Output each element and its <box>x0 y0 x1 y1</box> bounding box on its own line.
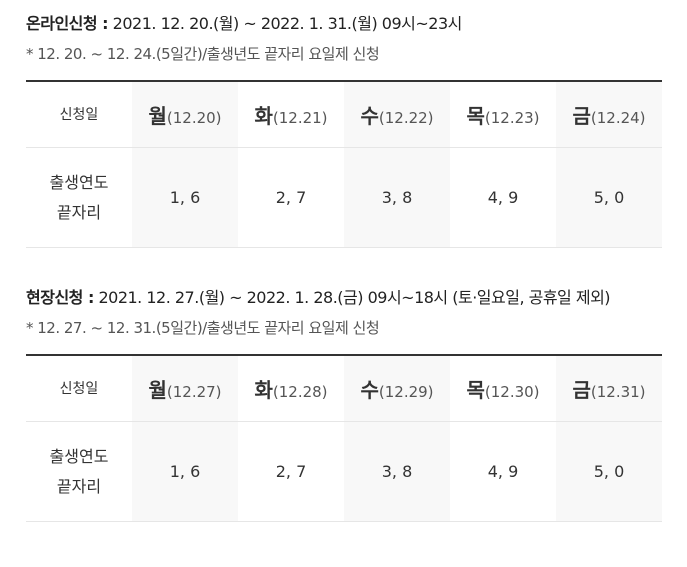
day-name: 수 <box>360 104 379 128</box>
header-row: 신청일 월(12.20) 화(12.21) 수(12.22) 목(12.23) 금(12.… <box>26 81 662 148</box>
value-cell: 4, 9 <box>450 421 556 522</box>
value-cell: 1, 6 <box>132 421 238 522</box>
section-heading: 온라인신청 : 2021. 12. 20.(월) ~ 2022. 1. 31.(… <box>26 8 666 40</box>
day-cell: 금(12.31) <box>556 355 662 422</box>
day-cell: 화(12.21) <box>238 81 344 148</box>
day-name: 수 <box>360 378 379 402</box>
day-name: 화 <box>254 104 273 128</box>
table-body: 신청일 월(12.27) 화(12.28) 수(12.29) 목(12.30) 금(12.… <box>26 355 662 522</box>
day-date: (12.24) <box>590 109 646 127</box>
value-cell: 5, 0 <box>556 421 662 522</box>
day-cell: 수(12.29) <box>344 355 450 422</box>
header-label: 신청일 <box>26 81 132 148</box>
day-date: (12.23) <box>484 109 540 127</box>
header-row: 신청일 월(12.27) 화(12.28) 수(12.29) 목(12.30) 금(12.… <box>26 355 662 422</box>
day-date: (12.30) <box>484 383 540 401</box>
section-heading: 현장신청 : 2021. 12. 27.(월) ~ 2022. 1. 28.(금… <box>26 282 666 314</box>
section: 현장신청 : 2021. 12. 27.(월) ~ 2022. 1. 28.(금… <box>26 282 666 522</box>
section: 온라인신청 : 2021. 12. 20.(월) ~ 2022. 1. 31.(… <box>26 8 666 248</box>
value-cell: 4, 9 <box>450 147 556 248</box>
section-period: 2021. 12. 20.(월) ~ 2022. 1. 31.(월) 09시~2… <box>112 14 463 33</box>
day-date: (12.27) <box>166 383 222 401</box>
table-body: 신청일 월(12.20) 화(12.21) 수(12.22) 목(12.23) 금(12.… <box>26 81 662 248</box>
day-name: 목 <box>466 104 485 128</box>
row-label-line: 출생연도 <box>49 172 109 192</box>
day-name: 화 <box>254 378 273 402</box>
day-date: (12.21) <box>272 109 328 127</box>
value-cell: 1, 6 <box>132 147 238 248</box>
day-cell: 월(12.20) <box>132 81 238 148</box>
schedule-table: 신청일 월(12.27) 화(12.28) 수(12.29) 목(12.30) 금(12.… <box>26 354 662 522</box>
header-label: 신청일 <box>26 355 132 422</box>
day-name: 월 <box>148 378 167 402</box>
day-name: 목 <box>466 378 485 402</box>
section-label: 온라인신청 : <box>26 14 109 33</box>
day-date: (12.22) <box>378 109 434 127</box>
day-cell: 목(12.23) <box>450 81 556 148</box>
day-date: (12.20) <box>166 109 222 127</box>
schedule-table: 신청일 월(12.20) 화(12.21) 수(12.22) 목(12.23) 금(12.… <box>26 80 662 248</box>
day-cell: 월(12.27) <box>132 355 238 422</box>
value-cell: 2, 7 <box>238 421 344 522</box>
day-date: (12.31) <box>590 383 646 401</box>
row-label-line: 출생연도 <box>49 446 109 466</box>
day-cell: 화(12.28) <box>238 355 344 422</box>
row-label-line: 끝자리 <box>56 202 102 222</box>
value-row: 출생연도 끝자리 1, 6 2, 7 3, 8 4, 9 5, 0 <box>26 421 662 522</box>
section-note: * 12. 20. ~ 12. 24.(5일간)/출생년도 끝자리 요일제 신청 <box>26 45 380 63</box>
value-row: 출생연도 끝자리 1, 6 2, 7 3, 8 4, 9 5, 0 <box>26 147 662 248</box>
value-cell: 2, 7 <box>238 147 344 248</box>
day-name: 금 <box>572 378 591 402</box>
day-date: (12.29) <box>378 383 434 401</box>
day-date: (12.28) <box>272 383 328 401</box>
day-cell: 금(12.24) <box>556 81 662 148</box>
section-note: * 12. 27. ~ 12. 31.(5일간)/출생년도 끝자리 요일제 신청 <box>26 319 380 337</box>
value-cell: 5, 0 <box>556 147 662 248</box>
section-label: 현장신청 : <box>26 288 94 307</box>
content: 온라인신청 : 2021. 12. 20.(월) ~ 2022. 1. 31.(… <box>26 8 666 522</box>
section-period: 2021. 12. 27.(월) ~ 2022. 1. 28.(금) 09시~1… <box>98 288 611 307</box>
day-name: 월 <box>148 104 167 128</box>
day-cell: 수(12.22) <box>344 81 450 148</box>
day-cell: 목(12.30) <box>450 355 556 422</box>
value-cell: 3, 8 <box>344 421 450 522</box>
row-label-line: 끝자리 <box>56 476 102 496</box>
value-cell: 3, 8 <box>344 147 450 248</box>
day-name: 금 <box>572 104 591 128</box>
